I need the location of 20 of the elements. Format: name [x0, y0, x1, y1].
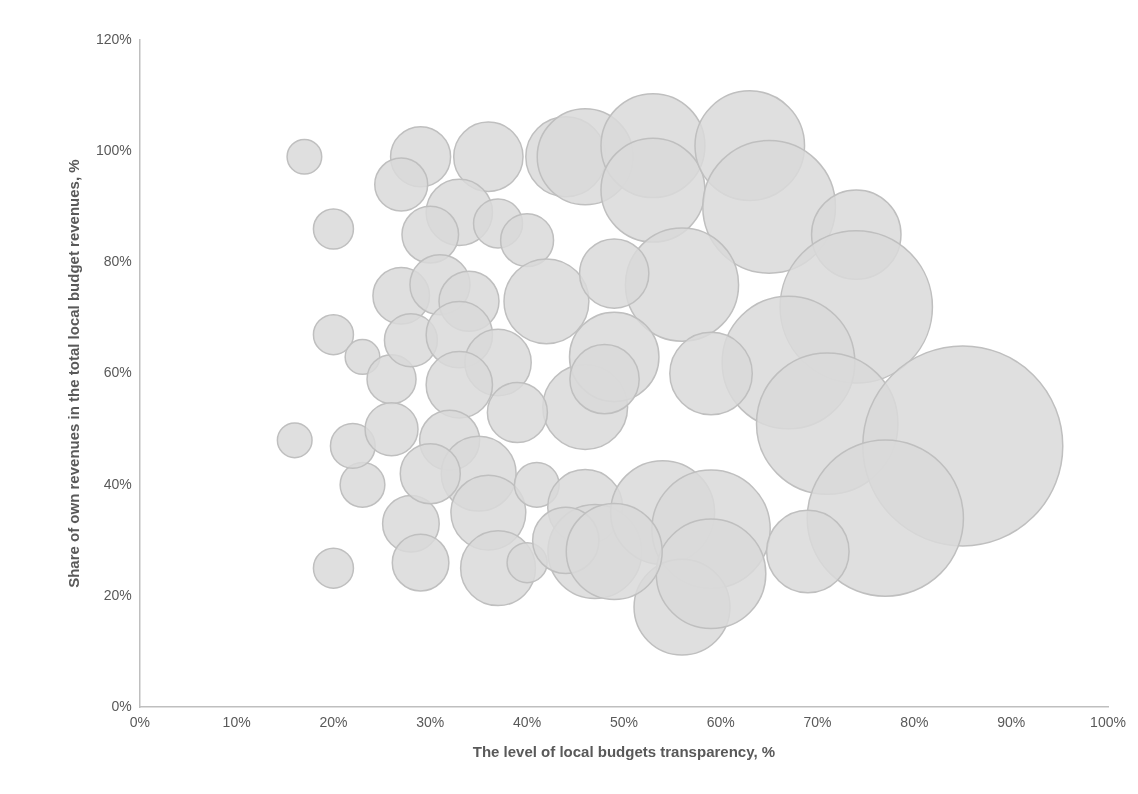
x-tick-label: 30%	[416, 714, 445, 731]
x-tick-label: 90%	[997, 714, 1026, 731]
y-tick-label: 120%	[95, 30, 132, 47]
y-tick-label: 40%	[103, 475, 132, 492]
y-tick-label: 0%	[111, 698, 132, 715]
y-axis-title: Share of own revenues in the total local budget revenues, %	[65, 159, 83, 588]
y-tick-label: 100%	[95, 142, 132, 159]
x-axis-title: The level of local budgets transparency, %	[472, 743, 776, 761]
x-tick-label: 0%	[129, 714, 150, 731]
x-tick-label: 60%	[706, 714, 735, 731]
y-tick-label: 60%	[103, 364, 132, 381]
y-tick-label: 80%	[103, 253, 132, 270]
x-tick-label: 100%	[1090, 714, 1126, 731]
x-tick-label: 50%	[609, 714, 638, 731]
x-tick-label: 80%	[900, 714, 929, 731]
x-tick-label: 10%	[222, 714, 251, 731]
x-tick-label: 70%	[803, 714, 832, 731]
y-tick-label: 20%	[103, 586, 132, 603]
x-tick-label: 20%	[319, 714, 348, 731]
x-tick-label: 40%	[513, 714, 542, 731]
